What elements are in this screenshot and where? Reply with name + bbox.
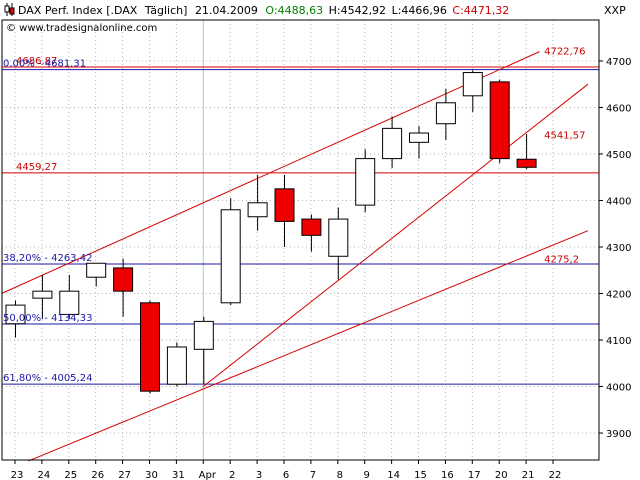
y-tick-label: 4100 [606,336,631,347]
level-label: 38,20% - 4263,42 [3,253,92,264]
trend-lines [1,51,589,462]
y-tick-label: 4700 [606,57,631,68]
candle-body-up [462,72,483,97]
x-tick-label: Apr [199,470,217,480]
x-tick-label: 3 [256,470,262,480]
date-label: 21.04.2009 [195,4,258,17]
y-tick-label: 4200 [606,289,631,300]
candle-body-down [140,302,160,392]
grid [2,20,599,460]
close-value: C:4471,32 [452,4,509,17]
y-tick-label: 4400 [606,196,631,207]
level-labels: 4686,870,00% - 4681,31 4459,27 38,20% - 42… [3,46,585,384]
candle-body-up [59,290,80,315]
level-label: 0,00% - 4681,31 [3,59,86,70]
candle-body-up [382,127,403,160]
x-tick-label: 21 [522,470,535,480]
candle-body-up [193,320,214,350]
low-value: L:4466,96 [392,4,447,17]
candles [5,70,537,394]
instrument-name: DAX Perf. Index [.DAX [18,4,138,17]
level-label: 4686,87 [16,56,57,67]
x-tick-label: 26 [91,470,104,480]
x-tick-label: 17 [468,470,481,480]
trend-line [202,83,589,387]
x-tick-label: 31 [172,470,185,480]
high-value: H:4542,92 [329,4,386,17]
x-tick-label: 2 [229,470,235,480]
x-tick-label: 14 [387,470,400,480]
y-tick-label: 4300 [606,243,631,254]
trend-line [1,51,540,294]
open-value: O:4488,63 [265,4,323,17]
svg-text:DAX Perf. Index [.DAX Tä: DAX Perf. Index [.DAX Täglich] 21.04.200… [18,4,509,17]
y-tick-label: 4600 [606,103,631,114]
x-tick-label: 22 [549,470,562,480]
candle-body-down [113,267,134,292]
candle-body-up [247,202,268,218]
x-tick-label: 16 [441,470,454,480]
x-tick-label: 27 [118,470,131,480]
x-axis: 23 24 25 26 27 30 31 Apr 2 3 6 7 8 9 14 15 16 17 20 21 22 [11,460,562,480]
candle-body-up [328,218,349,257]
x-tick-label: 20 [495,470,508,480]
candle-body-up [86,262,107,278]
x-tick-label: 24 [38,470,51,480]
x-tick-label: 8 [337,470,343,480]
x-tick-label: 30 [145,470,158,480]
x-tick-label: 23 [11,470,24,480]
y-tick-label: 4000 [606,383,631,394]
candle-body-down [301,218,322,236]
candle-body-up [220,209,241,304]
candle-body-up [435,102,456,125]
value-annotation: 4722,76 [544,46,585,57]
level-label: 50,00% - 4134,33 [3,313,92,324]
y-tick-label: 3900 [606,429,631,440]
value-annotation: 4541,57 [544,131,585,142]
y-tick-label: 4500 [606,150,631,161]
candle-body-down [274,188,295,222]
candle-body-up [32,290,53,299]
symbol-label: XXP [604,4,626,17]
candle-body-up [166,346,187,385]
x-tick-label: 6 [283,470,289,480]
y-axis: 3900 4000 4100 4200 4300 4400 4500 4600 4700 [599,57,631,440]
legend-icon [4,3,15,16]
candle-body-up [409,132,429,143]
source-credit: © www.tradesignalonline.com [6,23,157,34]
candle-body-down [516,158,537,168]
x-tick-label: 7 [310,470,316,480]
header-legend: DAX Perf. Index [.DAX Täglich] 21.04.200… [4,3,626,34]
x-tick-label: 15 [414,470,427,480]
candle-body-up [355,158,376,206]
plot-frame [1,19,600,461]
x-tick-label: 25 [64,470,77,480]
candle-body-up [5,304,26,325]
trend-line [28,230,589,462]
period-label: Täglich] [144,4,188,17]
x-tick-label: 9 [364,470,370,480]
value-annotation: 4275,2 [544,255,579,266]
level-label: 4459,27 [16,162,57,173]
candle-body-down [489,81,510,160]
level-label: 61,80% - 4005,24 [3,373,92,384]
